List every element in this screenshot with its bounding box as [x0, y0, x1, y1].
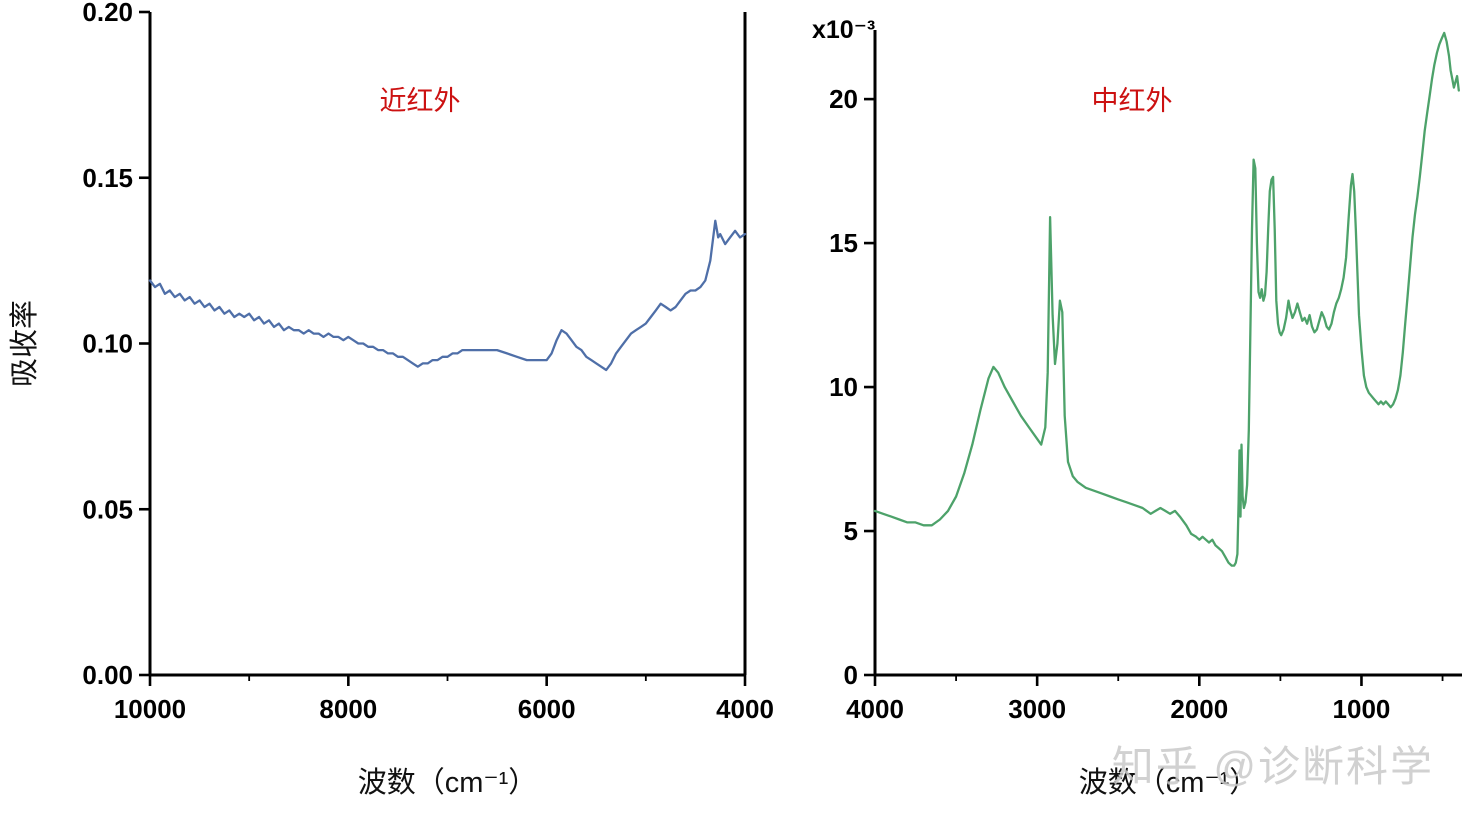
y-tick-label: 0.20	[82, 0, 133, 27]
watermark: 知乎 @诊断科学	[1111, 743, 1434, 790]
y-tick-label: 5	[844, 516, 858, 546]
x-tick-label: 10000	[114, 694, 186, 724]
spectrum-line	[873, 31, 1460, 567]
y-tick-label: 0	[844, 660, 858, 690]
x-tick-label: 4000	[716, 694, 774, 724]
y-axis-label: 吸收率	[8, 300, 41, 387]
x-tick-label: 8000	[319, 694, 377, 724]
y-tick-label: 15	[829, 228, 858, 258]
spectrum-line	[148, 219, 747, 372]
y-tick-label: 0.10	[82, 329, 133, 359]
y-scale-label: x10⁻³	[812, 16, 875, 44]
x-tick-label: 4000	[846, 694, 904, 724]
x-tick-label: 2000	[1170, 694, 1228, 724]
near-infrared-chart: 10000 8000 6000 4000 0.00 0.05 0.10 0.15 0.20 近红外…	[8, 0, 774, 799]
x-axis-label: 波数（cm⁻¹）	[1079, 766, 1259, 799]
x-tick-label: 6000	[518, 694, 576, 724]
x-axis-label: 波数（cm⁻¹）	[358, 766, 538, 799]
y-tick-label: 0.05	[82, 494, 133, 524]
chart-title: 中红外	[1092, 86, 1173, 116]
y-tick-label: 10	[829, 372, 858, 402]
x-tick-label: 1000	[1333, 694, 1391, 724]
x-tick-label: 3000	[1008, 694, 1066, 724]
y-tick-label: 0.15	[82, 163, 133, 193]
chart-title: 近红外	[380, 86, 461, 116]
y-tick-label: 0.00	[82, 660, 133, 690]
y-tick-label: 20	[829, 84, 858, 114]
